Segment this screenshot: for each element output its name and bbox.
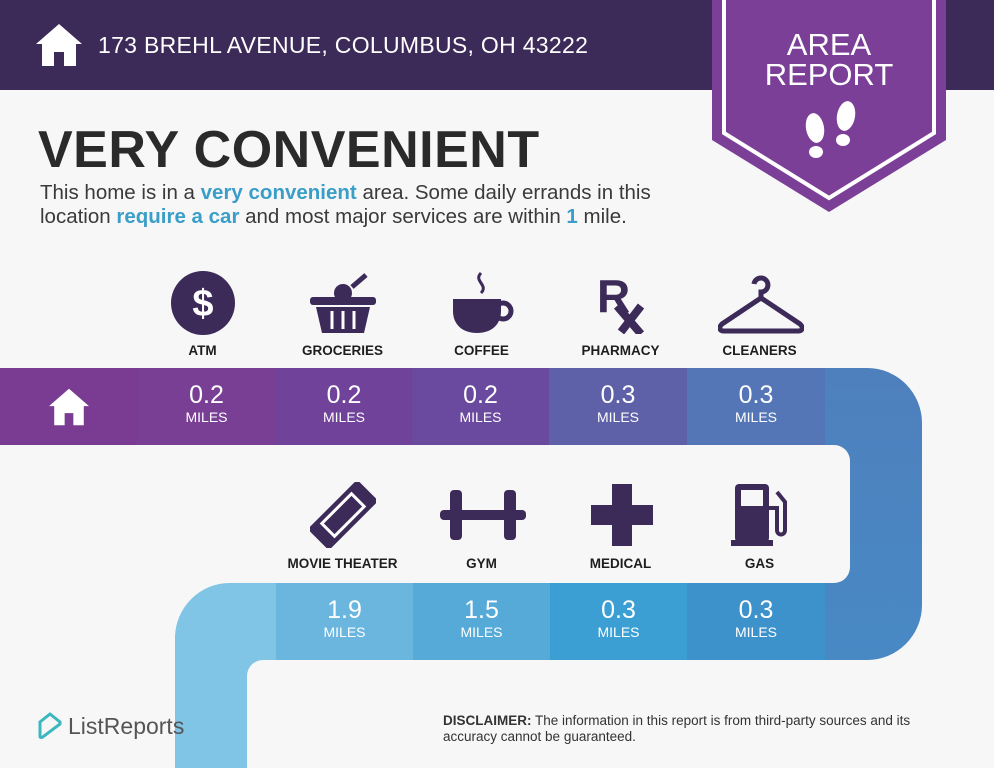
home-cell [0, 368, 137, 445]
amenity-label: ATM [188, 343, 217, 358]
address: 173 BREHL AVENUE, COLUMBUS, OH 43222 [98, 32, 589, 58]
distance-value: 0.2 [189, 381, 224, 409]
amenity-label: GYM [466, 556, 497, 571]
coffee-cup-icon [413, 268, 552, 338]
distance-cell-coffee: 0.2 MILES [412, 368, 549, 445]
amenity-label: CLEANERS [722, 343, 797, 358]
distance-value: 0.3 [738, 596, 774, 624]
distance-value: 0.3 [738, 381, 774, 409]
distance-value: 0.3 [600, 381, 636, 409]
distance-unit: MILES [459, 409, 502, 425]
svg-text:$: $ [192, 283, 213, 325]
distance-cell-atm: 0.2 MILES [137, 368, 276, 445]
dumbbell-icon [413, 480, 552, 550]
distance-unit: MILES [460, 624, 503, 640]
disclaimer-label: DISCLAIMER: [443, 713, 532, 728]
listreports-logo: ListReports [38, 712, 184, 740]
area-report-badge [712, 0, 946, 212]
amenity-label: PHARMACY [581, 343, 660, 358]
disclaimer: DISCLAIMER: The information in this repo… [443, 713, 963, 745]
ticket-icon [273, 480, 412, 550]
amenity-label: COFFEE [454, 343, 509, 358]
home-icon [48, 388, 89, 426]
rx-icon: R [552, 268, 691, 338]
distance-unit: MILES [322, 409, 365, 425]
distance-cell-pharmacy: 0.3 MILES [549, 368, 687, 445]
medical-cross-icon [552, 480, 691, 550]
amenity-label: GAS [744, 556, 775, 571]
distance-unit: MILES [596, 409, 639, 425]
distance-cell-groceries: 0.2 MILES [276, 368, 412, 445]
distance-unit: MILES [185, 409, 228, 425]
distance-unit: MILES [734, 624, 777, 640]
description: This home is in a very convenient area. … [40, 181, 651, 228]
distance-value: 0.3 [601, 596, 636, 624]
distance-unit: MILES [734, 409, 777, 425]
badge-line-1: AREA [786, 27, 872, 62]
logo-text: ListReports [68, 712, 185, 739]
distance-value: 0.2 [463, 381, 498, 409]
amenity-label: MOVIE THEATER [287, 556, 398, 571]
distance-unit: MILES [597, 624, 640, 640]
home-icon [36, 24, 82, 66]
distance-value: 1.9 [327, 596, 362, 624]
footprints-icon [805, 101, 856, 158]
distance-cell-medical: 0.3 MILES [550, 583, 687, 660]
amenity-label: GROCERIES [301, 343, 383, 358]
listreports-logo-icon [38, 712, 62, 739]
distance-value: 0.2 [326, 381, 362, 409]
distance-cell-gym: 1.5 MILES [413, 583, 550, 660]
distance-value: 1.5 [464, 596, 499, 624]
distance-cell-gas: 0.3 MILES [687, 583, 825, 660]
badge-title: AREA REPORT [712, 27, 946, 92]
distance-cell-cleaners: 0.3 MILES [687, 368, 825, 445]
dollar-icon: $ [133, 268, 272, 338]
amenity-label: MEDICAL [589, 556, 652, 571]
grocery-basket-icon [273, 268, 412, 338]
gas-pump-icon [691, 480, 830, 550]
distance-cell-movie-theater: 1.9 MILES [276, 583, 413, 660]
page-title: VERY CONVENIENT [38, 121, 540, 179]
disclaimer-text: The information in this report is from t… [443, 713, 911, 744]
route-gap-bottom [247, 660, 847, 768]
hanger-icon [691, 268, 830, 338]
badge-line-2: REPORT [764, 57, 894, 92]
distance-unit: MILES [323, 624, 366, 640]
